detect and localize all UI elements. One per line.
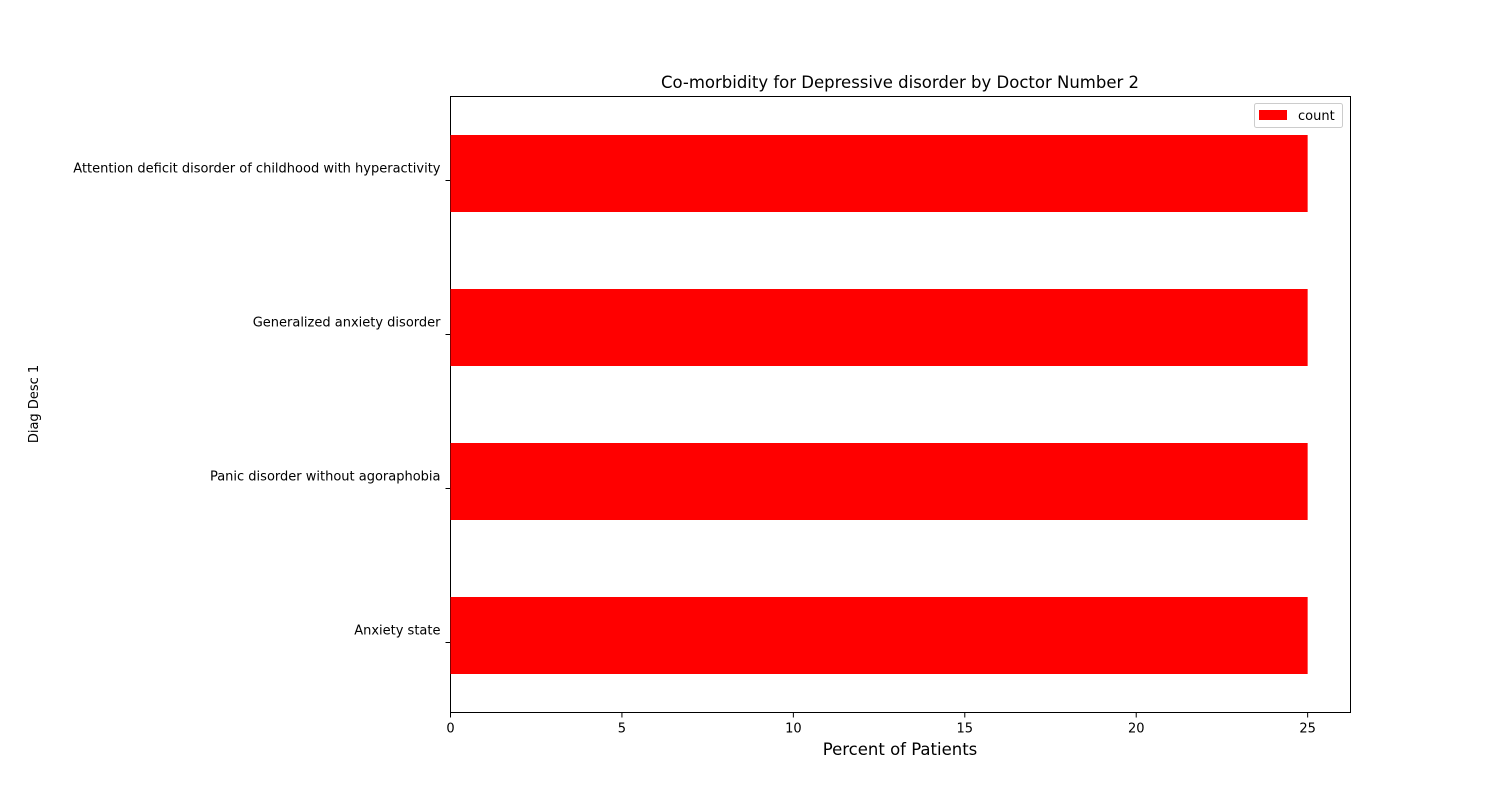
x-tick-label: 5 [618,722,626,737]
x-tick-label: 0 [446,722,454,737]
bar [450,135,1308,212]
y-tick-label: Generalized anxiety disorder [253,316,441,331]
y-axis-title: Diag Desc 1 [27,365,42,443]
x-tick-label: 20 [1128,722,1145,737]
x-tick-label: 15 [957,722,974,737]
chart-title: Co-morbidity for Depressive disorder by … [661,73,1139,92]
bar [450,597,1308,674]
y-tick-label: Anxiety state [354,624,440,639]
legend-box [1254,103,1343,128]
legend-label: count [1298,109,1335,124]
x-tick-label: 10 [785,722,802,737]
y-axis-ticks: Anxiety state Panic disorder without agor… [73,162,451,643]
y-tick-label: Panic disorder without agoraphobia [210,470,441,485]
x-tick-label: 25 [1299,722,1316,737]
x-axis-ticks: 0 5 10 15 20 25 [446,712,1316,737]
legend-swatch [1259,110,1287,120]
bars [450,135,1308,674]
y-tick-label: Attention deficit disorder of childhood … [73,162,441,177]
legend: count [1254,103,1343,128]
x-axis-title: Percent of Patients [823,740,978,759]
bar [450,443,1308,520]
bar [450,289,1308,366]
